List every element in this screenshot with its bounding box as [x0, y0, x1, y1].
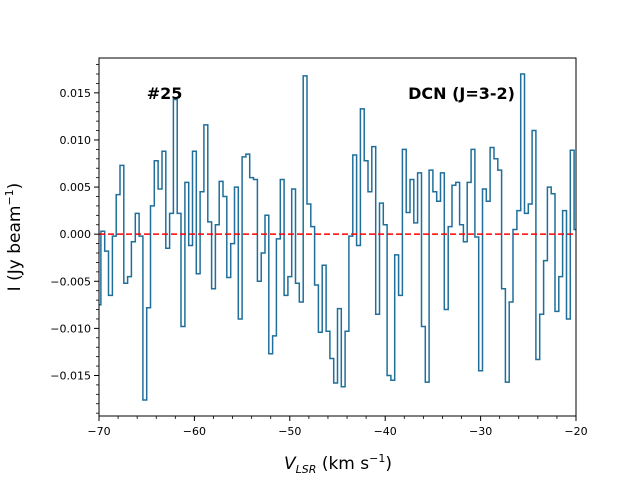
x-axis-label: VLSR (km s−1) — [284, 452, 392, 476]
y-tick-label: 0.010 — [60, 134, 92, 147]
annotation-label: DCN (J=3-2) — [408, 84, 515, 103]
plot-content — [99, 73, 576, 401]
series-line-spectrum — [99, 73, 576, 401]
y-tick-label: −0.015 — [50, 369, 91, 382]
y-tick-label: 0.015 — [60, 87, 92, 100]
x-tick-label: −30 — [469, 425, 492, 438]
x-tick-label: −20 — [564, 425, 587, 438]
annotations: #25 DCN (J=3-2) — [147, 84, 515, 103]
ticks: −70 −60 −50 −40 −30 −20 −0.015 −0.010 −0.005 0.00… — [50, 64, 588, 438]
annotation-label: #25 — [147, 84, 183, 103]
y-tick-label: −0.005 — [50, 275, 91, 288]
x-tick-label: −40 — [374, 425, 397, 438]
axis-labels: VLSR (km s−1) I (Jy beam−1) — [3, 183, 392, 476]
y-tick-label: −0.010 — [50, 322, 91, 335]
plot-area — [99, 73, 576, 401]
axes-frame — [98, 57, 577, 417]
y-tick-label: 0.000 — [60, 228, 92, 241]
axes — [98, 57, 577, 417]
y-tick-label: 0.005 — [60, 181, 92, 194]
x-tick-label: −50 — [278, 425, 301, 438]
x-tick-label: −70 — [87, 425, 110, 438]
y-axis-label: I (Jy beam−1) — [3, 183, 25, 292]
x-tick-label: −60 — [183, 425, 206, 438]
